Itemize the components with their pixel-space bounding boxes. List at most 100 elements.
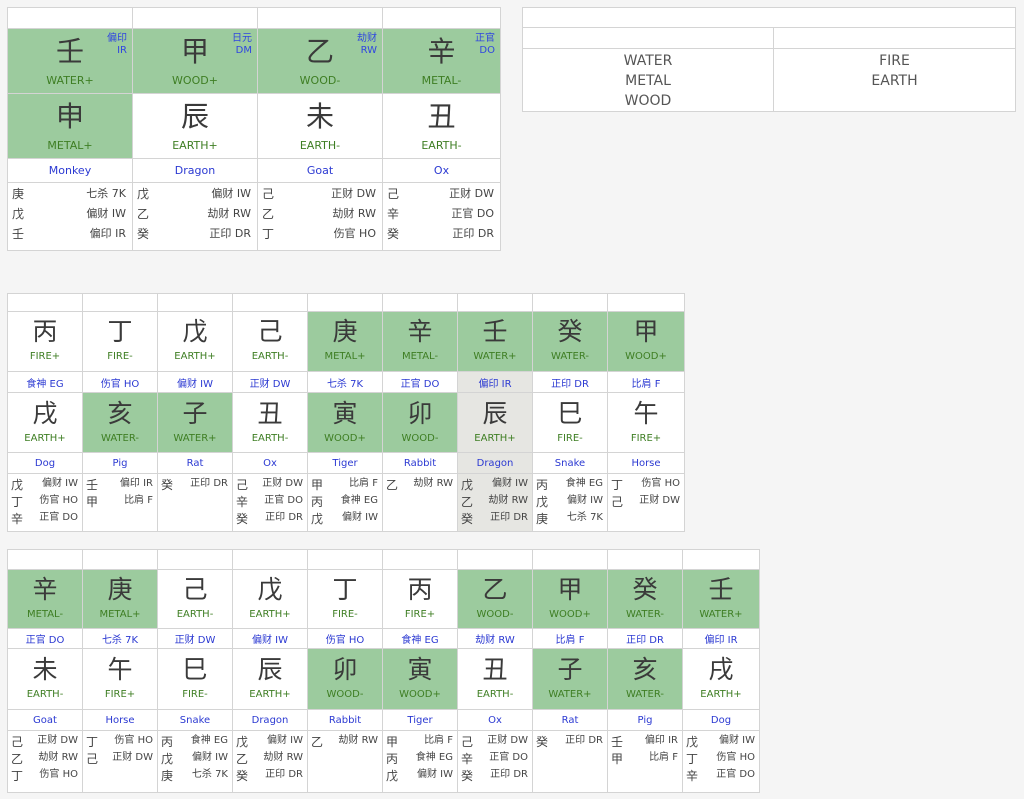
hidden-stem-god: 正官 DO [451, 207, 494, 220]
hidden-stem-item: 辛 正官 DO [387, 208, 494, 228]
hidden-stem-char: 癸 [137, 227, 150, 241]
luck-pillar-header[interactable]: 61 [157, 293, 233, 312]
annual-pillar-branch-cell[interactable]: 丑 EARTH- [457, 648, 533, 710]
annual-pillar-ten-god: 七杀 7K [82, 628, 158, 649]
annual-pillar-header[interactable]: 1982 (21) [682, 549, 760, 570]
hidden-stem-item: 丙 食神 EG [386, 753, 453, 770]
luck-pillar-stem-cell[interactable]: 辛 METAL- [382, 311, 458, 372]
luck-pillar-zodiac: Rat [157, 452, 233, 474]
ten-god-tag: 日元 DM [232, 33, 252, 56]
hidden-stem-char: 戊 [536, 495, 549, 509]
luck-pillar-header[interactable]: 31 [382, 293, 458, 312]
annual-pillar-stem-cell[interactable]: 壬 WATER+ [682, 569, 760, 629]
annual-pillar-stem-cell[interactable]: 乙 WOOD- [457, 569, 533, 629]
natal-zodiac: Ox [382, 158, 501, 183]
luck-pillar-stem-cell[interactable]: 癸 WATER- [532, 311, 608, 372]
hidden-stem-char: 乙 [311, 735, 324, 749]
annual-pillar-header[interactable]: 1991 (30) [7, 549, 83, 570]
luck-pillar-branch-cell[interactable]: 丑 EARTH- [232, 392, 308, 453]
annual-pillar-stem-cell[interactable]: 甲 WOOD+ [532, 569, 608, 629]
hidden-stem-item: 癸 正印 DR [161, 479, 228, 496]
luck-pillar-branch-cell[interactable]: 寅 WOOD+ [307, 392, 383, 453]
luck-pillar-branch-cell[interactable]: 卯 WOOD- [382, 392, 458, 453]
stem-char: 甲 [633, 317, 659, 346]
annual-pillar-stem-cell[interactable]: 癸 WATER- [607, 569, 683, 629]
hidden-stem-item: 丙 食神 EG [161, 736, 228, 753]
annual-pillar-header[interactable]: 1984 (23) [532, 549, 608, 570]
element-label: EARTH+ [700, 689, 742, 700]
element-label: FIRE+ [630, 433, 662, 444]
luck-pillar-stem-cell[interactable]: 庚 METAL+ [307, 311, 383, 372]
annual-pillar-stem-cell[interactable]: 己 EARTH- [157, 569, 233, 629]
element-label: WOOD- [401, 433, 439, 444]
luck-pillar-stem-cell[interactable]: 己 EARTH- [232, 311, 308, 372]
luck-pillar-header[interactable]: 41 [307, 293, 383, 312]
annual-pillar-header[interactable]: 1983 (22) [607, 549, 683, 570]
annual-pillar-branch-cell[interactable]: 戌 EARTH+ [682, 648, 760, 710]
annual-pillar-stem-cell[interactable]: 辛 METAL- [7, 569, 83, 629]
luck-pillar-branch-cell[interactable]: 午 FIRE+ [607, 392, 685, 453]
hidden-stem-item: 己 正财 DW [611, 496, 680, 513]
annual-pillar-branch-cell[interactable]: 辰 EARTH+ [232, 648, 308, 710]
annual-pillar-header[interactable]: 1985 (24) [457, 549, 533, 570]
luck-pillar-stem-cell[interactable]: 丁 FIRE- [82, 311, 158, 372]
weak-chart-body-row: WATER METAL WOOD FIRE EARTH [522, 48, 1016, 112]
hidden-stem-char: 乙 [11, 752, 24, 766]
hidden-stem-item: 乙 劫财 RW [11, 753, 78, 770]
hidden-stem-item: 乙 劫财 RW [311, 736, 378, 753]
annual-pillar-branch-cell[interactable]: 午 FIRE+ [82, 648, 158, 710]
annual-pillar-stem-cell[interactable]: 庚 METAL+ [82, 569, 158, 629]
annual-pillar-hidden-stems: 丙 食神 EG 戊 偏财 IW 庚 七杀 7K [157, 730, 233, 793]
hidden-stem-char: 丁 [86, 735, 99, 749]
annual-pillar-branch-cell[interactable]: 寅 WOOD+ [382, 648, 458, 710]
luck-pillar-branch-cell[interactable]: 辰 EARTH+ [457, 392, 533, 453]
luck-pillar-header[interactable]: 71 [82, 293, 158, 312]
natal-branch-cell: 丑 EARTH- [382, 93, 501, 159]
hidden-stem-god: 偏财 IW [566, 495, 603, 506]
annual-pillar-stem-cell[interactable]: 丙 FIRE+ [382, 569, 458, 629]
annual-pillar-stem-cell[interactable]: 丁 FIRE- [307, 569, 383, 629]
hidden-stem-char: 癸 [461, 769, 474, 783]
element-label: FIRE+ [104, 689, 136, 700]
element-label: EARTH- [299, 139, 341, 152]
annual-pillar-header[interactable]: 1990 (29) [82, 549, 158, 570]
annual-pillar-header[interactable]: 1989 (28) [157, 549, 233, 570]
luck-pillar-header[interactable]: 21 [457, 293, 533, 312]
hidden-stem-item: 甲 比肩 F [311, 479, 378, 496]
hidden-stem-char: 庚 [161, 769, 174, 783]
element-label: METAL- [421, 74, 462, 87]
hidden-stem-god: 正财 DW [262, 478, 303, 489]
annual-pillar-branch-cell[interactable]: 子 WATER+ [532, 648, 608, 710]
element-label: EARTH+ [249, 689, 291, 700]
luck-pillar-header[interactable]: 81 [7, 293, 83, 312]
annual-pillar-header[interactable]: 1988 (27) [232, 549, 308, 570]
hidden-stem-item: 戊 偏财 IW [236, 736, 303, 753]
stem-char: 己 [182, 575, 208, 604]
luck-pillar-header[interactable]: 51 [232, 293, 308, 312]
annual-pillar-stem-cell[interactable]: 戊 EARTH+ [232, 569, 308, 629]
luck-pillar-branch-cell[interactable]: 巳 FIRE- [532, 392, 608, 453]
luck-pillar-branch-cell[interactable]: 亥 WATER- [82, 392, 158, 453]
luck-pillar-stem-cell[interactable]: 甲 WOOD+ [607, 311, 685, 372]
annual-pillar-branch-cell[interactable]: 未 EARTH- [7, 648, 83, 710]
annual-pillar-branch-cell[interactable]: 卯 WOOD- [307, 648, 383, 710]
stem-char: 辛 [427, 35, 456, 68]
luck-pillar-header[interactable]: 11 [532, 293, 608, 312]
hidden-stem-god: 偏财 IW [211, 187, 251, 200]
luck-pillar-stem-cell[interactable]: 壬 WATER+ [457, 311, 533, 372]
annual-pillar-branch-cell[interactable]: 亥 WATER- [607, 648, 683, 710]
luck-pillar-ten-god: 伤官 HO [82, 371, 158, 393]
hidden-stem-god: 劫财 RW [332, 207, 376, 220]
luck-pillar-stem-cell[interactable]: 戊 EARTH+ [157, 311, 233, 372]
luck-pillar-header[interactable]: 1 [607, 293, 685, 312]
annual-pillar-header[interactable]: 1986 (25) [382, 549, 458, 570]
annual-pillar-branch-cell[interactable]: 巳 FIRE- [157, 648, 233, 710]
annual-pillar-header[interactable]: 1987 (26) [307, 549, 383, 570]
luck-pillar-stem-cell[interactable]: 丙 FIRE+ [7, 311, 83, 372]
luck-pillar-zodiac: Dog [7, 452, 83, 474]
luck-pillar-branch-cell[interactable]: 子 WATER+ [157, 392, 233, 453]
luck-pillar-ten-god: 比肩 F [607, 371, 685, 393]
luck-pillar-branch-cell[interactable]: 戌 EARTH+ [7, 392, 83, 453]
hidden-stem-item: 甲 比肩 F [386, 736, 453, 753]
hidden-stem-char: 丙 [386, 752, 399, 766]
